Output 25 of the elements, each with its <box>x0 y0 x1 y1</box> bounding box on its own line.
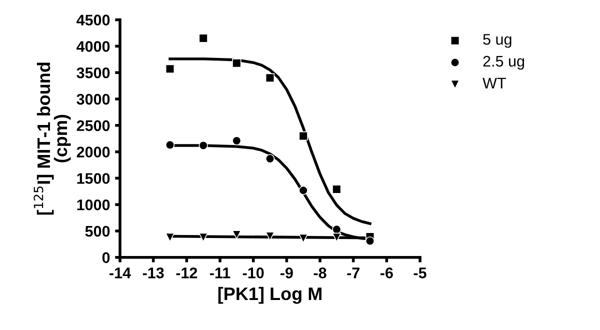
x-tick-label: -12 <box>176 268 198 278</box>
x-tick-label: -9 <box>280 268 293 278</box>
y-tick-label: 1000 <box>77 199 110 210</box>
legend-label: 2.5 ug <box>483 56 524 70</box>
y-tick-label: 2500 <box>76 120 110 132</box>
x-tick-label: -5 <box>414 268 426 278</box>
y-tick-label: 3000 <box>76 94 110 105</box>
legend-label: WT <box>482 78 506 88</box>
x-axis-title: [PK1] Log M <box>218 286 322 304</box>
x-tick-label: -10 <box>242 268 264 278</box>
y-tick-label: 2000 <box>76 146 110 158</box>
y-axis-title: [$^{125}$I] MIT-1 bound (cpm) <box>34 62 71 215</box>
x-tick-label: -13 <box>142 268 164 278</box>
y-tick-label: 1500 <box>77 173 110 184</box>
legend-label: 5 ug <box>483 34 512 48</box>
y-tick-label: 500 <box>85 226 110 237</box>
y-tick-label: 3500 <box>76 67 110 78</box>
x-tick-label: -6 <box>380 268 393 278</box>
y-tick-label: 4500 <box>76 14 110 26</box>
y-tick-label: 4000 <box>76 41 110 52</box>
y-tick-label: 0 <box>102 252 110 264</box>
x-tick-label: -14 <box>110 268 131 278</box>
x-tick-label: -11 <box>210 268 230 278</box>
x-tick-label: -8 <box>314 268 326 278</box>
x-tick-label: -7 <box>347 268 360 278</box>
